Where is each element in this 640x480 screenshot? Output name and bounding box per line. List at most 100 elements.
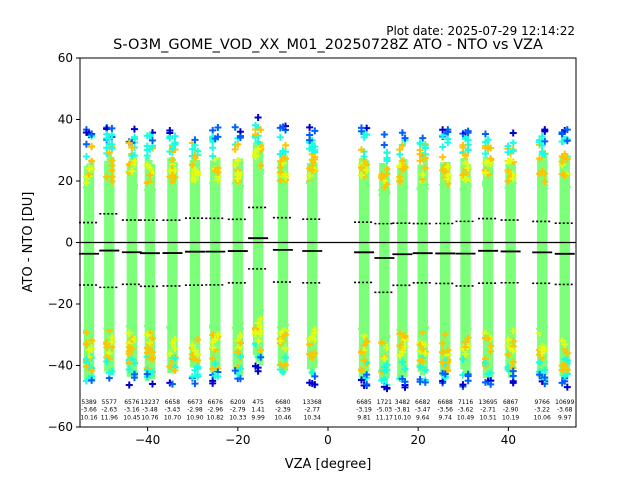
data-point-band [109, 156, 115, 376]
data-point [146, 345, 154, 353]
data-point [401, 183, 409, 191]
data-point [125, 343, 133, 351]
data-point [462, 159, 470, 167]
data-point [128, 152, 136, 160]
data-point [194, 363, 202, 371]
data-point [509, 367, 517, 375]
bin-statistics-labels: 5389-3.6610.165577-2.6311.966576-3.1610.… [80, 399, 574, 421]
data-point [214, 372, 222, 380]
data-point [563, 183, 571, 191]
data-point-band [465, 163, 471, 374]
data-point [401, 162, 409, 170]
data-point [88, 336, 96, 344]
data-point [357, 146, 365, 154]
data-point [191, 185, 199, 193]
data-point [82, 129, 90, 137]
data-point [439, 126, 447, 134]
data-point [439, 358, 447, 366]
data-point [421, 366, 429, 374]
data-point [82, 339, 90, 347]
data-point [82, 152, 90, 160]
data-point [168, 145, 176, 153]
data-point [282, 321, 290, 329]
data-point [103, 130, 111, 138]
data-point [125, 381, 133, 389]
data-point [507, 183, 515, 191]
data-point [279, 154, 287, 162]
data-point-band [364, 160, 370, 372]
data-point [311, 372, 319, 380]
data-point [209, 344, 217, 352]
data-point [105, 135, 113, 143]
data-point [252, 121, 260, 129]
data-point-band [149, 164, 156, 380]
data-point [357, 348, 365, 356]
bin-mean-label: -3.16 [124, 407, 140, 414]
y-tick-label: 60 [58, 51, 73, 65]
data-point [168, 339, 176, 347]
data-point-band [89, 159, 95, 376]
data-point [306, 172, 314, 180]
bin-count-label: 6682 [415, 399, 430, 406]
bin-std-label: 10.82 [207, 414, 224, 421]
data-point [282, 361, 290, 369]
data-point [146, 354, 154, 362]
data-point [191, 153, 199, 161]
data-point [416, 150, 424, 158]
bin-std-label: 9.74 [439, 414, 453, 421]
data-point [194, 373, 202, 381]
data-point [231, 123, 239, 131]
data-point [125, 358, 133, 366]
data-point-band [402, 159, 408, 378]
data-point [214, 164, 222, 172]
bin-count-label: 6209 [230, 399, 245, 406]
y-tick-label: 20 [58, 174, 73, 188]
data-point [398, 129, 406, 137]
data-point [481, 378, 489, 386]
bin-mean-label: -3.66 [81, 407, 97, 414]
data-point [209, 379, 217, 387]
data-point [108, 124, 116, 132]
data-point [363, 131, 371, 139]
data-point [234, 140, 242, 148]
data-point [108, 368, 116, 376]
data-point [487, 380, 495, 388]
data-point-band [144, 156, 150, 381]
data-point [257, 323, 265, 331]
data-point [311, 336, 319, 344]
bin-std-label: 10.45 [123, 414, 140, 421]
data-point [421, 164, 429, 172]
data-point [209, 355, 217, 363]
data-point [383, 188, 391, 196]
data-point [484, 370, 492, 378]
data-point [306, 179, 314, 187]
data-point [383, 332, 391, 340]
bin-count-label: 6680 [275, 399, 290, 406]
bin-std-label: 10.16 [80, 414, 97, 421]
data-point [380, 141, 388, 149]
data-point [536, 371, 544, 379]
data-point [148, 380, 156, 388]
y-tick-label: −20 [48, 297, 73, 311]
data-point-band [172, 161, 178, 369]
data-point-band [215, 157, 221, 370]
data-point [439, 181, 447, 189]
data-point [538, 346, 546, 354]
data-point [383, 343, 391, 351]
bin-count-label: 6676 [208, 399, 223, 406]
data-point [254, 319, 262, 327]
data-point [171, 140, 179, 148]
data-point [363, 380, 371, 388]
data-point [396, 177, 404, 185]
data-point [419, 134, 427, 142]
data-point [282, 331, 290, 339]
data-point [143, 331, 151, 339]
data-point [188, 161, 196, 169]
data-point [209, 179, 217, 187]
data-point [125, 139, 133, 147]
data-point [105, 149, 113, 157]
data-point [504, 142, 512, 150]
bin-mean-label: -2.71 [480, 407, 496, 414]
data-point [441, 331, 449, 339]
data-point [416, 185, 424, 193]
